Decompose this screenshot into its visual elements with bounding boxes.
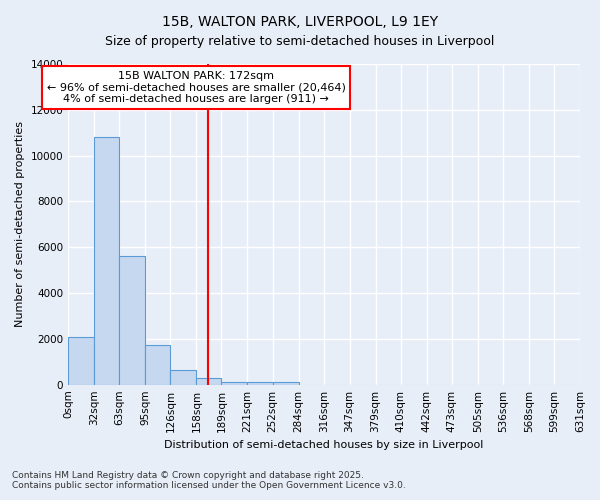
Text: Contains HM Land Registry data © Crown copyright and database right 2025.
Contai: Contains HM Land Registry data © Crown c… [12,470,406,490]
Text: 15B, WALTON PARK, LIVERPOOL, L9 1EY: 15B, WALTON PARK, LIVERPOOL, L9 1EY [162,15,438,29]
Bar [145,344,170,385]
Bar [68,336,94,384]
Bar [196,378,221,384]
X-axis label: Distribution of semi-detached houses by size in Liverpool: Distribution of semi-detached houses by … [164,440,484,450]
Bar [272,382,299,384]
Text: Size of property relative to semi-detached houses in Liverpool: Size of property relative to semi-detach… [106,35,494,48]
Bar [170,370,196,384]
Text: 15B WALTON PARK: 172sqm
← 96% of semi-detached houses are smaller (20,464)
4% of: 15B WALTON PARK: 172sqm ← 96% of semi-de… [47,71,346,104]
Bar [247,382,272,384]
Bar [94,138,119,384]
Bar [119,256,145,384]
Y-axis label: Number of semi-detached properties: Number of semi-detached properties [15,122,25,328]
Bar [221,382,247,384]
